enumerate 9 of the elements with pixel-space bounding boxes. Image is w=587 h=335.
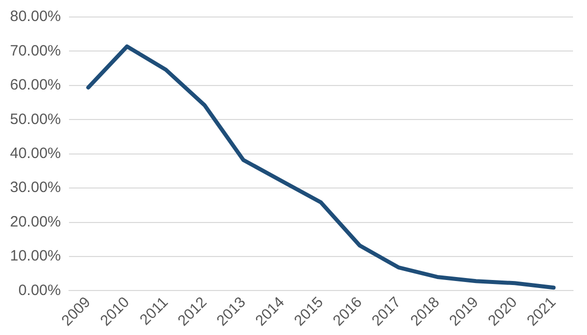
y-tick-label: 10.00%	[10, 248, 61, 265]
y-tick-label: 30.00%	[10, 179, 61, 196]
y-tick-label: 60.00%	[10, 76, 61, 94]
y-tick-label: 0.00%	[18, 282, 61, 299]
y-tick-label: 50.00%	[10, 110, 61, 128]
y-tick-label: 40.00%	[10, 144, 61, 162]
y-tick-label: 80.00%	[10, 8, 61, 26]
y-tick-label: 70.00%	[10, 42, 61, 60]
y-tick-label: 20.00%	[10, 213, 61, 230]
